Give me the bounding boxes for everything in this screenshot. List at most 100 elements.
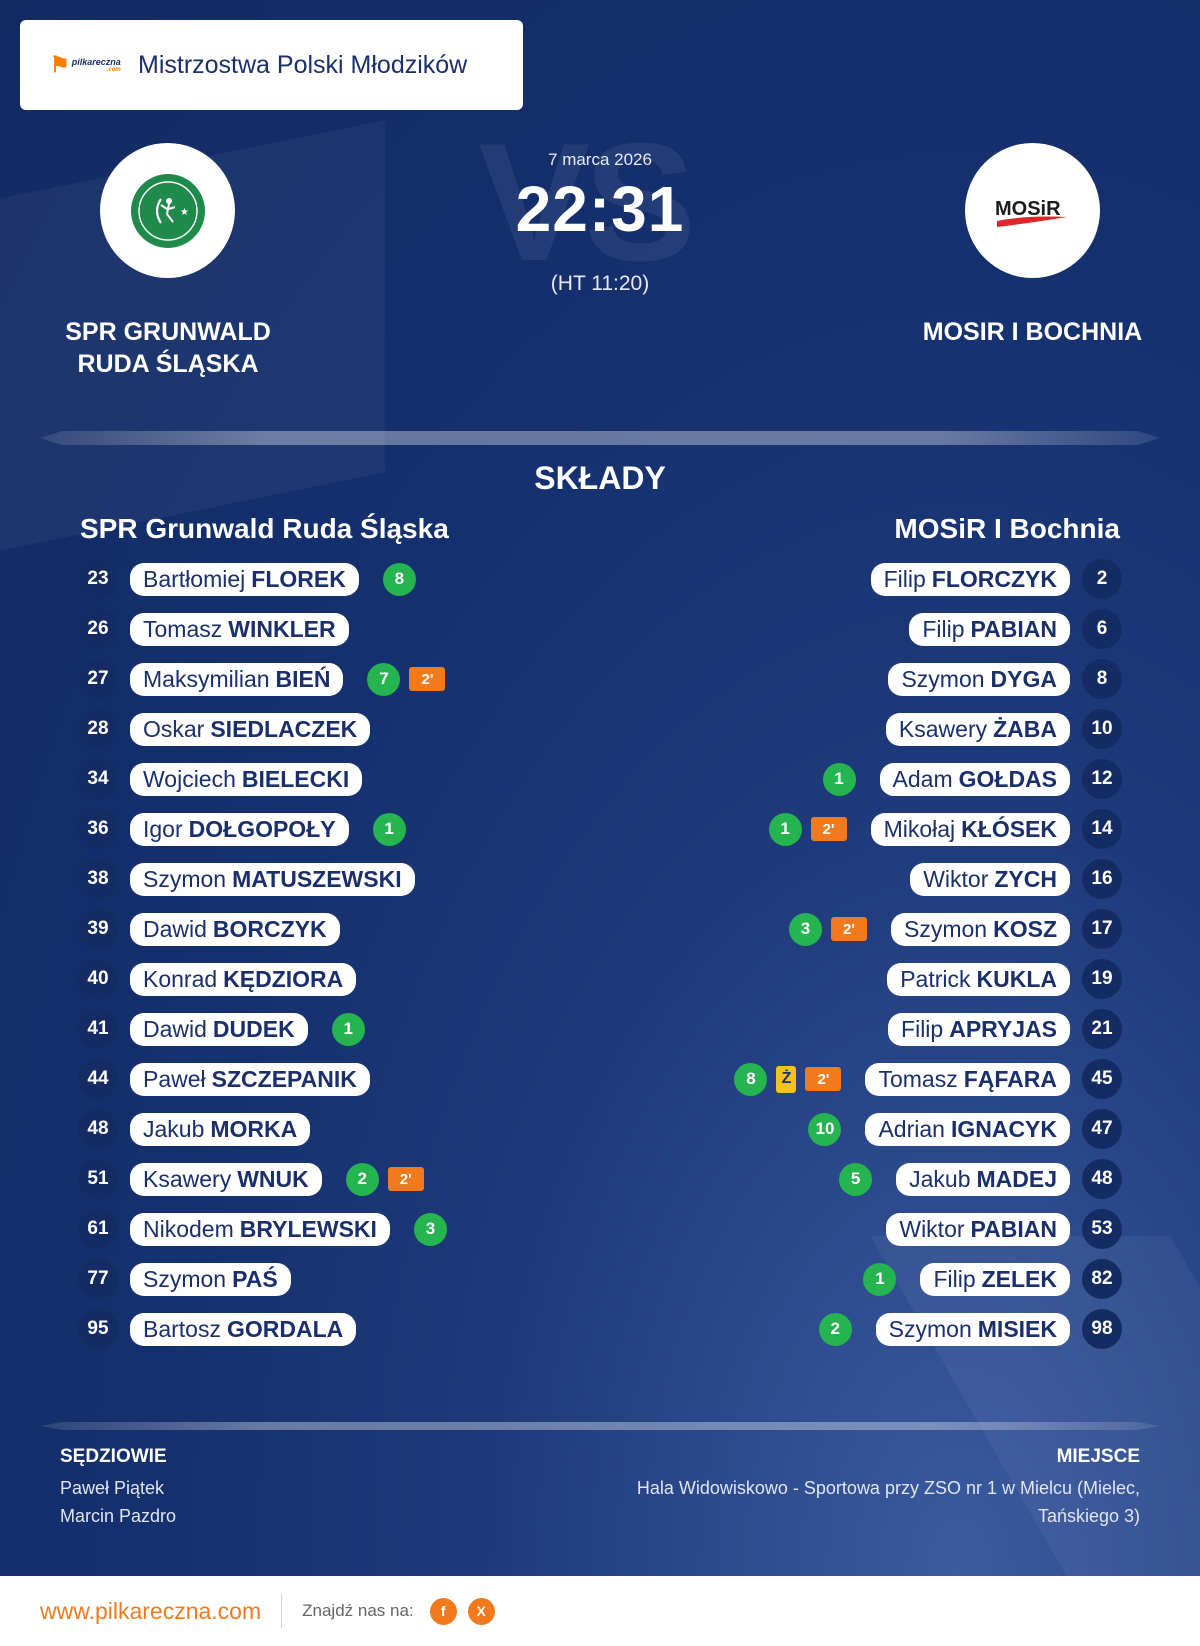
player-first-name: Szymon (904, 915, 988, 942)
player-name: Wojciech BIELECKI (130, 762, 363, 796)
player-first-name: Nikodem (143, 1215, 234, 1242)
player-first-name: Paweł (143, 1065, 206, 1092)
player-number: 38 (78, 859, 118, 899)
player-name: Filip ZELEK (920, 1262, 1070, 1296)
suspension-badge: 2' (387, 1167, 424, 1191)
player-last-name: DYGA (990, 665, 1057, 692)
player-number: 39 (78, 909, 118, 949)
player-first-name: Adam (892, 765, 953, 792)
player-row: 34 Wojciech BIELECKI (78, 754, 638, 804)
player-last-name: APRYJAS (949, 1015, 1057, 1042)
player-last-name: KOSZ (993, 915, 1057, 942)
player-name: Paweł SZCZEPANIK (130, 1062, 370, 1096)
player-first-name: Wojciech (143, 765, 236, 792)
player-first-name: Szymon (143, 865, 227, 892)
divider (40, 431, 1160, 445)
player-row: 36 Igor DOŁGOPOŁY 1 (78, 804, 638, 854)
player-last-name: BIEŃ (275, 665, 331, 692)
site-logo[interactable]: ⚑ pilkareczna .com (50, 50, 128, 80)
player-row: Filip APRYJAS 21 (562, 1004, 1122, 1054)
home-team-name: SPR GRUNWALD RUDA ŚLĄSKA (40, 316, 296, 380)
player-name: Szymon DYGA (888, 662, 1070, 696)
player-number: 45 (1082, 1059, 1122, 1099)
player-first-name: Jakub (909, 1165, 971, 1192)
player-stats: 2 2' (345, 1162, 424, 1196)
player-row: 2 Szymon MISIEK 98 (562, 1304, 1122, 1354)
player-stats: 1 (822, 762, 856, 796)
player-last-name: WNUK (237, 1165, 309, 1192)
referees-section: SĘDZIOWIE Paweł Piątek Marcin Pazdro (60, 1446, 176, 1530)
player-number: 95 (78, 1309, 118, 1349)
player-first-name: Bartosz (143, 1315, 221, 1342)
player-stats: 1 2' (768, 812, 847, 846)
goals-badge: 3 (789, 912, 823, 946)
player-name: Szymon KOSZ (891, 912, 1070, 946)
match-card: VS ⚑ pilkareczna .com Mistrzostwa Polski … (0, 0, 1200, 1576)
player-row: 27 Maksymilian BIEŃ 7 2' (78, 654, 638, 704)
player-last-name: DOŁGOPOŁY (188, 815, 336, 842)
player-name: Dawid DUDEK (130, 1012, 308, 1046)
player-number: 17 (1082, 909, 1122, 949)
x-icon[interactable]: X (467, 1597, 495, 1625)
goals-badge: 5 (839, 1162, 873, 1196)
player-number: 26 (78, 609, 118, 649)
player-name: Ksawery WNUK (130, 1162, 322, 1196)
player-name: Ksawery ŻABA (885, 712, 1070, 746)
player-row: 41 Dawid DUDEK 1 (78, 1004, 638, 1054)
player-last-name: BRYLEWSKI (239, 1215, 377, 1242)
mosir-logo-icon: MOSiR (995, 198, 1067, 227)
player-row: Szymon DYGA 8 (562, 654, 1122, 704)
player-first-name: Filip (922, 615, 965, 642)
player-first-name: Igor (143, 815, 183, 842)
player-number: 10 (1082, 709, 1122, 749)
player-first-name: Oskar (143, 715, 205, 742)
facebook-icon[interactable]: f (429, 1597, 457, 1625)
player-name: Jakub MORKA (130, 1112, 311, 1146)
goals-badge: 1 (331, 1012, 365, 1046)
player-first-name: Wiktor (899, 1215, 965, 1242)
suspension-badge: 2' (831, 917, 868, 941)
player-row: 23 Bartłomiej FLOREK 8 (78, 554, 638, 604)
mosir-logo-text: MOSiR (995, 198, 1061, 220)
player-number: 82 (1082, 1259, 1122, 1299)
player-first-name: Filip (933, 1265, 976, 1292)
venue-text: Hala Widowiskowo - Sportowa przy ZSO nr … (636, 1478, 1140, 1526)
player-last-name: ŻABA (993, 715, 1057, 742)
player-last-name: PAŚ (232, 1265, 278, 1292)
player-name: Bartłomiej FLOREK (130, 562, 359, 596)
player-first-name: Adrian (878, 1115, 945, 1142)
player-last-name: PABIAN (970, 615, 1057, 642)
footer-website-link[interactable]: www.pilkareczna.com (40, 1597, 262, 1624)
player-last-name: KĘDZIORA (223, 965, 344, 992)
divider (40, 1422, 1160, 1430)
player-number: 36 (78, 809, 118, 849)
player-last-name: GOŁDAS (958, 765, 1057, 792)
player-number: 34 (78, 759, 118, 799)
goals-badge: 2 (818, 1312, 852, 1346)
suspension-badge: 2' (409, 667, 446, 691)
goals-badge: 8 (734, 1062, 768, 1096)
player-name: Wiktor PABIAN (886, 1212, 1070, 1246)
player-stats: 10 (808, 1112, 842, 1146)
player-name: Tomasz WINKLER (130, 612, 349, 646)
goals-badge: 1 (768, 812, 802, 846)
player-last-name: FLORCZYK (931, 565, 1057, 592)
player-row: 39 Dawid BORCZYK (78, 904, 638, 954)
player-stats: 5 (839, 1162, 873, 1196)
player-number: 23 (78, 559, 118, 599)
player-name: Patrick KUKLA (887, 962, 1070, 996)
player-stats: 8 (382, 562, 416, 596)
player-row: 48 Jakub MORKA (78, 1104, 638, 1154)
player-first-name: Ksawery (898, 715, 988, 742)
player-last-name: MATUSZEWSKI (232, 865, 402, 892)
competition-title: Mistrzostwa Polski Młodzików (138, 50, 468, 79)
footer: www.pilkareczna.com Znajdź nas na: f X (0, 1576, 1200, 1646)
player-name: Tomasz FĄFARA (865, 1062, 1070, 1096)
player-row: 95 Bartosz GORDALA (78, 1304, 638, 1354)
player-last-name: SZCZEPANIK (211, 1065, 357, 1092)
player-row: 26 Tomasz WINKLER (78, 604, 638, 654)
player-name: Szymon MATUSZEWSKI (130, 862, 415, 896)
goals-badge: 1 (822, 762, 856, 796)
player-number: 14 (1082, 809, 1122, 849)
player-number: 40 (78, 959, 118, 999)
